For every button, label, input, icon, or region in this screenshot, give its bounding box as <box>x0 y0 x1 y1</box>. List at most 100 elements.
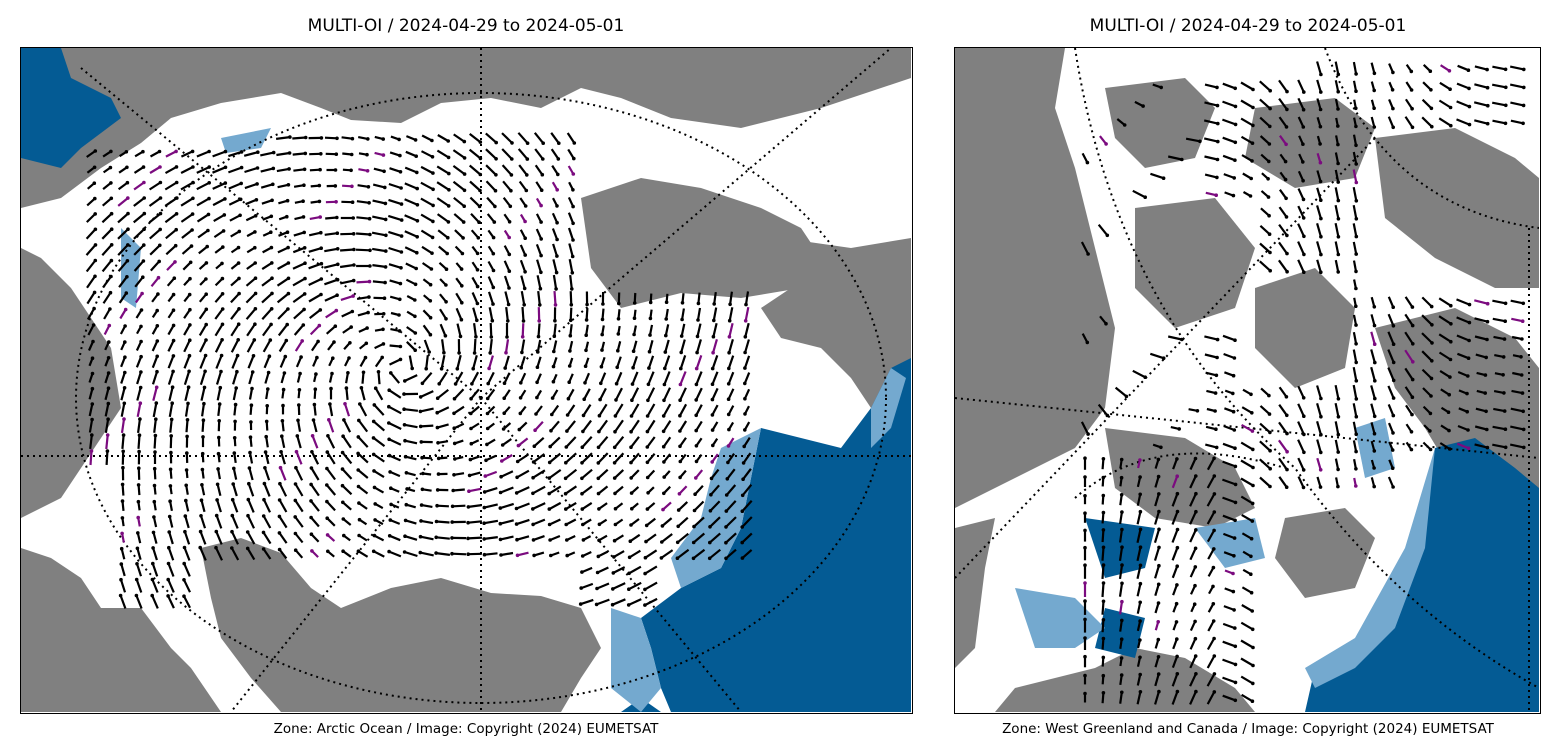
drift-arrow <box>420 213 434 223</box>
drift-arrow <box>1456 118 1470 126</box>
drift-arrow-head <box>1175 491 1180 496</box>
drift-arrow-head <box>398 357 403 362</box>
drift-arrow-head <box>1105 233 1110 238</box>
map-arctic-ocean-svg <box>21 48 911 712</box>
drift-arrow-head <box>413 138 418 142</box>
drift-arrow <box>437 229 449 239</box>
drift-arrow-head <box>514 491 519 495</box>
drift-arrow <box>326 435 336 449</box>
drift-arrow-head <box>580 445 585 450</box>
drift-arrow <box>504 339 510 353</box>
drift-arrow <box>1240 621 1254 631</box>
drift-arrow-head <box>461 220 466 224</box>
drift-arrow-head <box>1138 527 1143 532</box>
drift-arrow-head <box>643 555 648 560</box>
drift-arrow-head <box>366 137 370 141</box>
drift-arrow <box>310 340 320 352</box>
drift-arrow-head <box>171 354 176 358</box>
drift-arrow-head <box>372 485 377 490</box>
drift-arrow <box>355 248 371 252</box>
drift-arrow <box>517 148 529 160</box>
drift-arrow-head <box>1215 337 1220 342</box>
drift-arrow-head <box>710 413 715 417</box>
drift-arrow <box>567 212 575 224</box>
drift-arrow-head <box>519 365 523 370</box>
drift-arrow-head <box>1284 196 1288 201</box>
drift-arrow-head <box>1372 484 1376 489</box>
drift-arrow <box>1438 333 1452 343</box>
drift-arrow-head <box>238 213 242 218</box>
drift-arrow <box>1259 476 1271 488</box>
drift-arrow <box>214 339 224 353</box>
drift-arrow <box>454 229 464 239</box>
drift-arrow-head <box>156 292 160 296</box>
drift-arrow <box>199 355 207 369</box>
drift-arrow-head <box>549 553 553 558</box>
drift-arrow <box>534 421 544 431</box>
drift-arrow-head <box>1486 103 1490 108</box>
drift-arrow-head <box>136 531 140 535</box>
drift-arrow-head <box>1138 655 1142 660</box>
drift-arrow-head <box>251 354 256 358</box>
drift-arrow-head <box>313 387 318 392</box>
drift-arrow-head <box>1336 397 1341 401</box>
drift-arrow-head <box>1156 582 1161 587</box>
drift-arrow-head <box>678 382 683 387</box>
drift-arrow <box>1510 101 1524 107</box>
drift-arrow <box>356 232 370 236</box>
drift-arrow <box>356 280 370 284</box>
drift-arrow-head <box>1391 485 1395 489</box>
drift-arrow-head <box>522 303 526 307</box>
drift-arrow <box>454 371 464 385</box>
drift-arrow-head <box>1336 432 1341 437</box>
drift-arrow-head <box>420 455 424 460</box>
drift-arrow-head <box>1193 546 1198 551</box>
drift-arrow <box>231 515 239 529</box>
drift-arrow-head <box>1104 321 1108 326</box>
drift-arrow <box>452 149 466 159</box>
drift-arrow <box>372 247 386 253</box>
drift-arrow-head <box>348 341 352 345</box>
drift-arrow-head <box>253 245 257 250</box>
drift-arrow <box>421 134 433 142</box>
drift-arrow-head <box>581 538 586 542</box>
drift-arrow <box>1297 223 1305 237</box>
drift-arrow-head <box>315 355 319 360</box>
drift-arrow <box>597 566 609 574</box>
drift-arrow-head <box>136 515 140 520</box>
drift-arrow <box>569 274 573 290</box>
drift-arrow <box>598 419 608 433</box>
drift-arrow <box>151 371 159 385</box>
drift-arrow-head <box>453 382 458 386</box>
drift-arrow <box>263 499 271 513</box>
drift-arrow-head <box>710 460 714 464</box>
drift-arrow-head <box>1233 122 1238 127</box>
drift-arrow <box>292 277 306 287</box>
drift-arrow-head <box>1194 689 1198 694</box>
drift-arrow-head <box>535 395 539 400</box>
drift-arrow-head <box>442 350 446 355</box>
drift-arrow-head <box>462 188 467 193</box>
drift-arrow <box>247 483 255 497</box>
drift-arrow <box>711 387 719 401</box>
drift-arrow <box>166 261 176 271</box>
drift-arrow-head <box>648 333 652 337</box>
drift-arrow <box>612 598 626 606</box>
drift-arrow-head <box>437 382 442 386</box>
drift-arrow-head <box>629 491 634 495</box>
drift-arrow-head <box>368 248 372 253</box>
drift-arrow-head <box>236 338 240 342</box>
drift-arrow-head <box>1231 409 1236 414</box>
drift-arrow-head <box>126 196 130 200</box>
drift-arrow-head <box>1467 320 1472 325</box>
drift-arrow <box>326 451 336 465</box>
drift-arrow-head <box>153 450 157 454</box>
drift-arrow-head <box>1301 142 1305 146</box>
drift-arrow-head <box>539 203 543 208</box>
drift-arrow-head <box>1119 637 1124 641</box>
drift-arrow-head <box>1156 672 1161 676</box>
drift-arrow-head <box>555 220 559 225</box>
drift-arrow-head <box>599 364 604 369</box>
drift-arrow <box>420 407 434 413</box>
map-arctic-ocean <box>20 47 913 714</box>
